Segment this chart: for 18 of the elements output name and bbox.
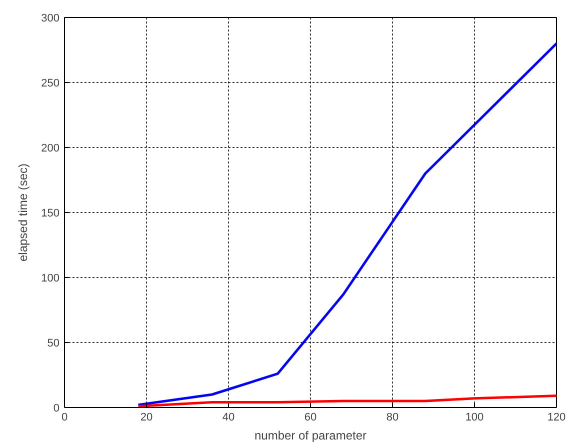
y-axis-title: elapsed time (sec) [16, 163, 30, 262]
y-tick-label: 0 [53, 402, 60, 414]
y-tick-label: 150 [41, 208, 60, 220]
x-tick-label: 20 [140, 412, 153, 424]
x-tick-label: 60 [304, 412, 317, 424]
y-tick-label: 100 [41, 272, 60, 284]
y-tick-label: 250 [41, 78, 60, 90]
x-tick-label: 80 [386, 412, 399, 424]
x-tick-label: 40 [222, 412, 235, 424]
y-tick-label: 300 [41, 12, 60, 24]
line-series [137, 42, 556, 406]
line-series [137, 394, 556, 408]
y-tick-label: 50 [47, 338, 60, 350]
x-axis-title: number of parameter [254, 428, 367, 442]
x-tick-label: 100 [465, 412, 484, 424]
y-tick-label: 200 [41, 142, 60, 154]
x-tick-label: 120 [547, 412, 566, 424]
x-tick-label: 0 [61, 412, 68, 424]
